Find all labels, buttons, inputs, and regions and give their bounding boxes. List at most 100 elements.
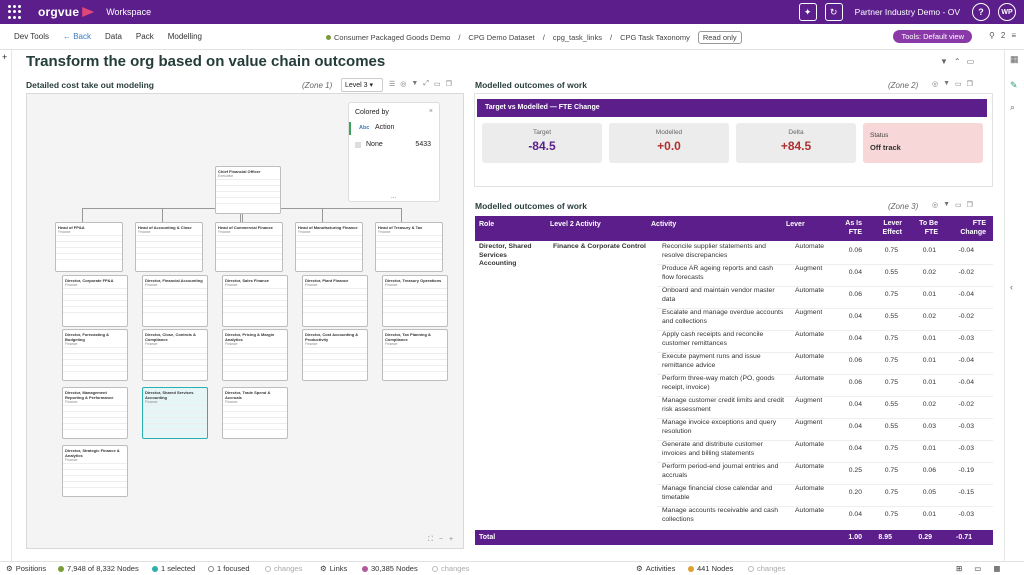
col-asis[interactable]: As Is FTE xyxy=(845,220,862,236)
org-node[interactable]: Head of Accounting & Close Finance xyxy=(135,222,203,272)
crumb-dataset[interactable]: CPG Demo Dataset xyxy=(468,33,535,42)
legend-more[interactable]: ... xyxy=(391,194,397,200)
col-effect[interactable]: Lever Effect xyxy=(882,220,902,236)
help-icon[interactable]: ? xyxy=(972,3,990,21)
org-node[interactable]: Head of Treasury & Tax Finance xyxy=(375,222,443,272)
status-activities[interactable]: ⚙ Activities xyxy=(636,564,675,573)
org-node[interactable]: Director, Plant Finance Finance xyxy=(302,275,368,327)
col-tobe[interactable]: To Be FTE xyxy=(919,220,938,236)
col-activity[interactable]: Activity xyxy=(651,221,677,228)
nav-modelling[interactable]: Modelling xyxy=(167,32,202,41)
nav-data[interactable]: Data xyxy=(105,32,122,41)
legend-field[interactable]: Action xyxy=(375,124,395,131)
zoom-out-icon[interactable]: − xyxy=(438,536,443,543)
fit-icon[interactable]: ⛶ xyxy=(428,536,433,543)
crumb-links[interactable]: cpg_task_links xyxy=(552,33,602,42)
table-row[interactable]: Execute payment runs and issue remittanc… xyxy=(657,353,993,375)
org-node[interactable]: Director, Treasury Operations Finance xyxy=(382,275,448,327)
org-node[interactable]: Chief Financial Officer Executive xyxy=(215,166,281,214)
filter-icon[interactable]: ▼ xyxy=(943,80,951,87)
collapse-chevron-icon[interactable]: ‹ xyxy=(1010,282,1013,292)
add-icon[interactable]: + xyxy=(2,52,8,62)
org-node[interactable]: Director, Tax Planning & Compliance Finan… xyxy=(382,329,448,381)
layers-icon[interactable]: ❐ xyxy=(966,202,973,209)
brand-logo[interactable]: orgvue xyxy=(38,5,80,19)
refresh-icon[interactable]: ↻ xyxy=(824,3,843,21)
table-row[interactable]: Perform period-end journal entries and a… xyxy=(657,463,993,485)
pin-icon[interactable]: ⚲ xyxy=(989,31,995,40)
close-icon[interactable]: × xyxy=(428,108,433,115)
table-row[interactable]: Onboard and maintain vendor master data A… xyxy=(657,287,993,309)
status-nodes[interactable]: 7,948 of 8,332 Nodes xyxy=(67,564,139,573)
table-row[interactable]: Generate and distribute customer invoice… xyxy=(657,441,993,463)
nav-pack[interactable]: Pack xyxy=(135,32,154,41)
filter-icon[interactable]: ▼ xyxy=(940,57,948,66)
table-row[interactable]: Manage financial close calendar and time… xyxy=(657,485,993,507)
grid-icon[interactable]: ▦ xyxy=(993,564,1001,573)
org-node[interactable]: Director, Management Reporting & Perform… xyxy=(62,387,128,439)
org-node[interactable]: Director, Forecasting & Budgeting Finance xyxy=(62,329,128,381)
org-node[interactable]: Director, Corporate FP&A Finance xyxy=(62,275,128,327)
crumb-demo[interactable]: Consumer Packaged Goods Demo xyxy=(326,33,450,42)
status-link-nodes[interactable]: 30,385 Nodes xyxy=(371,564,418,573)
target-icon[interactable]: ◎ xyxy=(400,81,407,88)
table-row[interactable]: Apply cash receipts and reconcile custom… xyxy=(657,331,993,353)
nav-dev-tools[interactable]: Dev Tools xyxy=(14,32,49,41)
settings-icon[interactable]: ≡ xyxy=(1011,31,1016,40)
table-row[interactable]: Perform three-way match (PO, goods recei… xyxy=(657,375,993,397)
list-icon[interactable]: ☰ xyxy=(389,81,396,88)
level-select[interactable]: Level 3 ▾ xyxy=(341,78,383,92)
panel-icon[interactable]: ▭ xyxy=(966,57,975,66)
org-node[interactable]: Director, Shared Services Accounting Fina… xyxy=(142,387,208,439)
zoom-in-icon[interactable]: + xyxy=(449,536,454,543)
col-level2[interactable]: Level 2 Activity xyxy=(550,221,601,228)
search-icon[interactable]: ⌕ xyxy=(1010,102,1016,112)
target-icon[interactable]: ◎ xyxy=(932,202,939,209)
org-node[interactable]: Director, Strategic Finance & Analytics F… xyxy=(62,445,128,497)
ai-sparkle-icon[interactable]: ✦ xyxy=(798,3,817,21)
org-node[interactable]: Head of Manufacturing Finance Finance xyxy=(295,222,363,272)
col-lever[interactable]: Lever xyxy=(786,221,805,228)
org-node[interactable]: Director, Financial Accounting Finance xyxy=(142,275,208,327)
status-focused[interactable]: 1 focused xyxy=(217,564,250,573)
status-selected[interactable]: 1 selected xyxy=(161,564,196,573)
org-node[interactable]: Director, Sales Finance Finance xyxy=(222,275,288,327)
table-icon[interactable]: ▦ xyxy=(1010,54,1019,64)
table-row[interactable]: Manage accounts receivable and cash coll… xyxy=(657,507,993,529)
layers-icon[interactable]: ❐ xyxy=(445,81,452,88)
tools-view-dropdown[interactable]: Tools: Default view xyxy=(893,30,972,43)
add-tab-icon[interactable]: ⊞ xyxy=(956,564,963,573)
table-row[interactable]: Escalate and manage overdue accounts and… xyxy=(657,309,993,331)
nav-back[interactable]: ← Back xyxy=(62,32,92,41)
avatar[interactable]: WP xyxy=(998,3,1016,21)
org-node[interactable]: Director, Cost Accounting & Productivity… xyxy=(302,329,368,381)
table-row[interactable]: Produce AR ageing reports and cash flow … xyxy=(657,265,993,287)
org-node[interactable]: Director, Pricing & Margin Analytics Fina… xyxy=(222,329,288,381)
status-act-changes[interactable]: changes xyxy=(748,564,785,573)
app-launcher-icon[interactable] xyxy=(8,5,22,19)
org-node[interactable]: Director, Close, Controls & Compliance Fi… xyxy=(142,329,208,381)
status-links[interactable]: ⚙ Links xyxy=(320,564,347,573)
edit-icon[interactable]: ✎ xyxy=(1010,80,1018,90)
col-role[interactable]: Role xyxy=(479,221,495,228)
users-count[interactable]: 2 xyxy=(1000,31,1006,40)
org-node[interactable]: Head of FP&A Finance xyxy=(55,222,123,272)
filter-icon[interactable]: ▼ xyxy=(943,201,951,208)
expand-icon[interactable]: ⤢ xyxy=(423,80,429,87)
crumb-taxonomy[interactable]: CPG Task Taxonomy xyxy=(620,33,690,42)
table-row[interactable]: Reconcile supplier statements and resolv… xyxy=(657,243,993,265)
chevron-up-icon[interactable]: ⌃ xyxy=(953,57,961,66)
status-act-nodes[interactable]: 441 Nodes xyxy=(697,564,734,573)
workspace-link[interactable]: Workspace xyxy=(106,7,152,17)
col-change[interactable]: FTE Change xyxy=(960,220,986,236)
org-node[interactable]: Director, Trade Spend & Accruals Finance xyxy=(222,387,288,439)
filter-icon[interactable]: ▼ xyxy=(411,80,419,87)
status-positions[interactable]: ⚙ Positions xyxy=(6,564,46,573)
comment-icon[interactable]: ▭ xyxy=(955,81,962,88)
partner-name[interactable]: Partner Industry Demo - OV xyxy=(854,7,960,17)
target-icon[interactable]: ◎ xyxy=(932,81,939,88)
layers-icon[interactable]: ❐ xyxy=(966,81,973,88)
layout-icon[interactable]: ▭ xyxy=(974,564,982,573)
table-row[interactable]: Manage customer credit limits and credit… xyxy=(657,397,993,419)
status-changes[interactable]: changes xyxy=(265,564,302,573)
